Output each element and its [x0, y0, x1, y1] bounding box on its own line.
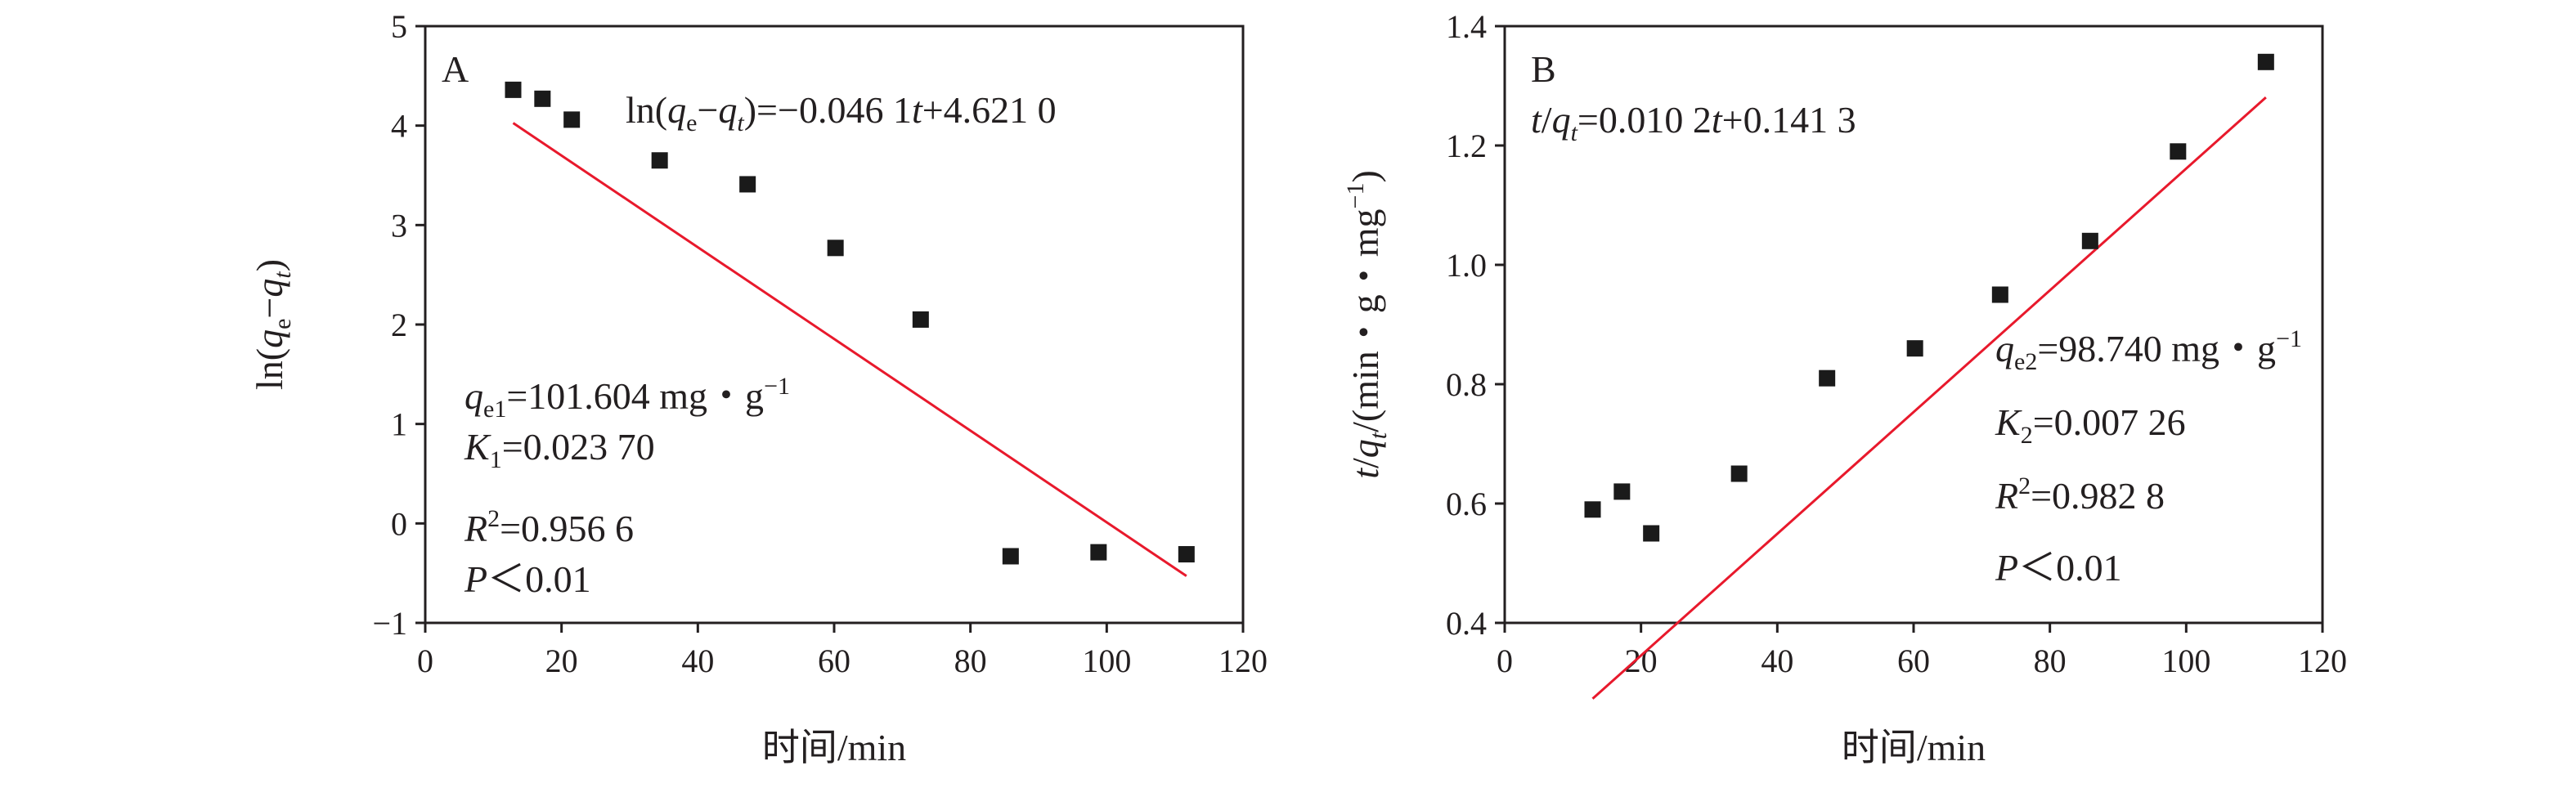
y-axis-label-a: ln(qe−qt)	[249, 259, 296, 390]
x-tick-label-b: 20	[1625, 642, 1658, 679]
p-annotation-b: P＜0.01	[1995, 547, 2122, 589]
x-tick-label-a: 0	[417, 642, 433, 679]
panel-label-a: A	[442, 48, 469, 90]
equation-a: ln(qe−qt)=−0.046 1t+4.621 0	[626, 89, 1057, 137]
qe-annotation-b: qe2=98.740 mg・g−1	[1995, 325, 2302, 375]
x-tick-label-a: 120	[1218, 642, 1268, 679]
panel-label-b: B	[1531, 48, 1556, 90]
data-point-b	[1819, 369, 1836, 387]
panel-a: 0 20 40 60 80 100 120 −1 0 1 2 3 4 5 A ln(qe−qt)=−0.0…	[249, 8, 1268, 768]
x-axis-label-a: 时间/min	[762, 727, 906, 768]
x-tick-label-b: 0	[1497, 642, 1513, 679]
data-point-b	[1584, 501, 1601, 518]
data-points-a	[505, 81, 1195, 565]
y-tick-label-a: −1	[372, 605, 407, 642]
x-tick-label-b: 40	[1761, 642, 1793, 679]
qe-annotation-a: qe1=101.604 mg・g−1	[464, 373, 790, 423]
x-tick-label-b: 60	[1897, 642, 1930, 679]
y-axis-label-b: t/qt/(min・g・mg−1)	[1342, 170, 1392, 479]
p-annotation-a: P＜0.01	[464, 558, 591, 600]
x-tick-label-a: 60	[818, 642, 850, 679]
data-point-a	[563, 111, 581, 128]
y-tick-label-a: 3	[391, 207, 407, 244]
regression-line-b	[1591, 96, 2267, 700]
data-point-a	[1090, 544, 1107, 561]
y-tick-label-a: 4	[391, 108, 407, 145]
data-point-b	[1613, 483, 1631, 500]
data-point-b	[1730, 465, 1748, 482]
data-point-a	[505, 81, 522, 98]
data-point-b	[2081, 232, 2098, 249]
data-point-a	[534, 90, 551, 107]
fit-line-a	[512, 122, 1187, 577]
regression-line-a	[512, 122, 1187, 577]
k-annotation-b: K2=0.007 26	[1995, 401, 2186, 449]
data-point-b	[2170, 143, 2187, 160]
y-tick-label-b: 0.4	[1446, 605, 1487, 642]
y-tick-label-b: 0.8	[1446, 366, 1487, 403]
r2-annotation-a: R2=0.956 6	[464, 505, 634, 549]
y-tick-label-b: 1.0	[1446, 247, 1487, 284]
panel-b: 0 20 40 60 80 100 120 0.4 0.6 0.8 1.0 1.2 1.4 B t/qt…	[1342, 8, 2347, 768]
y-tick-label-b: 0.6	[1446, 486, 1487, 522]
data-point-a	[1178, 546, 1195, 563]
y-tick-label-b: 1.4	[1446, 8, 1487, 45]
y-tick-label-b: 1.2	[1446, 128, 1487, 164]
x-tick-label-a: 80	[954, 642, 987, 679]
y-tick-label-a: 0	[391, 505, 407, 542]
data-point-b	[2257, 53, 2274, 70]
data-point-b	[1643, 525, 1660, 542]
y-tick-label-a: 2	[391, 307, 407, 343]
equation-b: t/qt=0.010 2t+0.141 3	[1531, 99, 1856, 146]
x-tick-label-a: 100	[1082, 642, 1131, 679]
data-point-a	[827, 240, 844, 257]
axes-b: 0 20 40 60 80 100 120 0.4 0.6 0.8 1.0 1.2 1.4	[1446, 8, 2347, 679]
data-points-b	[1584, 53, 2274, 542]
y-tick-label-a: 1	[391, 406, 407, 443]
x-tick-label-b: 100	[2161, 642, 2210, 679]
data-point-a	[1002, 548, 1019, 565]
data-point-a	[739, 176, 756, 193]
r2-annotation-b: R2=0.982 8	[1995, 472, 2165, 517]
x-tick-label-a: 40	[681, 642, 714, 679]
y-tick-label-a: 5	[391, 8, 407, 45]
x-tick-label-b: 80	[2034, 642, 2067, 679]
fit-line-b	[1591, 96, 2267, 700]
data-point-b	[1991, 286, 2008, 303]
x-tick-label-b: 120	[2298, 642, 2347, 679]
data-point-a	[912, 311, 929, 328]
axes-a: 0 20 40 60 80 100 120 −1 0 1 2 3 4 5	[372, 8, 1268, 679]
data-point-a	[651, 152, 668, 169]
k-annotation-a: K1=0.023 70	[464, 426, 655, 473]
x-tick-label-a: 20	[545, 642, 578, 679]
x-axis-label-b: 时间/min	[1842, 727, 1986, 768]
data-point-b	[1906, 340, 1923, 357]
